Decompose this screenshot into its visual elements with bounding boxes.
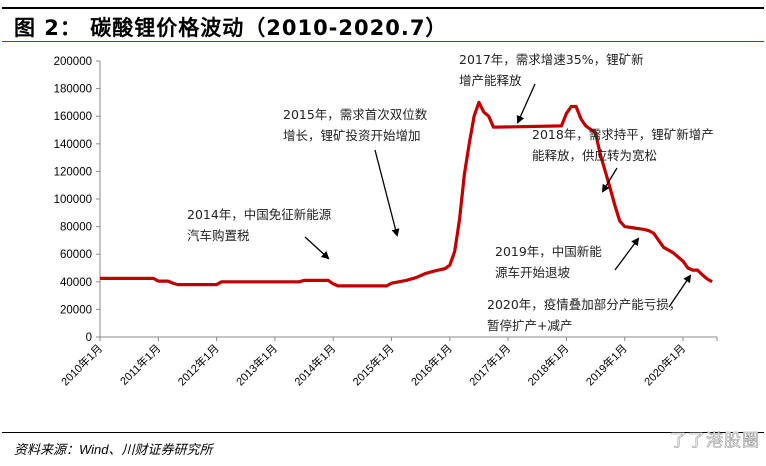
svg-text:60000: 60000 [60,249,92,261]
svg-text:2011年1月: 2011年1月 [117,341,164,388]
svg-text:100000: 100000 [54,194,92,206]
svg-text:0: 0 [86,332,92,344]
svg-text:2019年1月: 2019年1月 [583,341,630,388]
bottom-rule [2,432,764,433]
svg-text:2015年1月: 2015年1月 [350,341,397,388]
svg-text:160000: 160000 [54,111,92,123]
arrow-2020 [668,274,692,308]
watermark: 了了港股圈 [670,431,760,452]
annotation-2017: 2017年，需求增速35%，锂矿新 增产能释放 [459,52,644,88]
svg-text:40000: 40000 [60,277,92,289]
svg-text:2020年1月: 2020年1月 [641,341,688,388]
svg-text:200000: 200000 [54,56,92,68]
svg-text:2012年1月: 2012年1月 [175,341,222,388]
svg-text:2018年1月: 2018年1月 [524,341,571,388]
svg-text:120000: 120000 [54,166,92,178]
x-axis-ticks: 2010年1月 2011年1月 2012年1月 2013年1月 2014年1月 2015年… [58,337,718,388]
annotation-2018: 2018年，需求持平，锂矿新增产 能释放，供应转为宽松 [532,127,714,163]
annotation-2014: 2014年，中国免征新能源 汽车购置税 [187,207,332,243]
svg-text:140000: 140000 [54,139,92,151]
svg-text:20000: 20000 [60,304,92,316]
svg-text:180000: 180000 [54,84,92,96]
annotation-2020: 2020年，疫情叠加部分产能亏损， 暂停扩产+减产 [487,297,682,333]
svg-text:80000: 80000 [60,222,92,234]
arrow-2017 [516,83,536,124]
price-line [100,100,713,288]
svg-text:2013年1月: 2013年1月 [233,341,280,388]
title-rule [2,41,764,42]
annotation-arrows [304,83,692,308]
svg-text:2010年1月: 2010年1月 [58,341,105,388]
arrow-2015 [374,149,400,237]
arrow-2019 [614,237,640,271]
annotation-2019: 2019年，中国新能 源车开始退坡 [495,244,602,280]
annotation-2015: 2015年，需求首次双位数 增长，锂矿投资开始增加 [283,107,428,143]
y-axis-ticks: 0 20000 40000 60000 80000 100000 120000 140000 1… [54,56,100,344]
arrow-2014 [304,236,330,260]
top-rule [2,7,764,9]
chart-title: 图 2： 碳酸锂价格波动（2010-2020.7） [14,16,448,40]
svg-text:2014年1月: 2014年1月 [291,341,338,388]
svg-text:2016年1月: 2016年1月 [408,341,455,388]
arrow-2018 [601,167,618,193]
source-note: 资料来源：Wind、川财证券研究所 [14,442,213,457]
svg-text:2017年1月: 2017年1月 [466,341,513,388]
